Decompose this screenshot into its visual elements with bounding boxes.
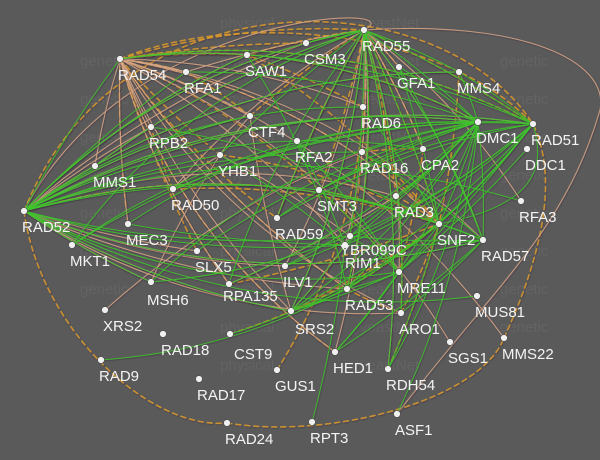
- svg-text:genetic: genetic: [500, 319, 549, 336]
- svg-text:physical: physical: [220, 15, 274, 32]
- svg-text:physical: physical: [220, 243, 274, 260]
- svg-text:genetic: genetic: [500, 53, 549, 70]
- svg-text:genetic: genetic: [500, 281, 549, 298]
